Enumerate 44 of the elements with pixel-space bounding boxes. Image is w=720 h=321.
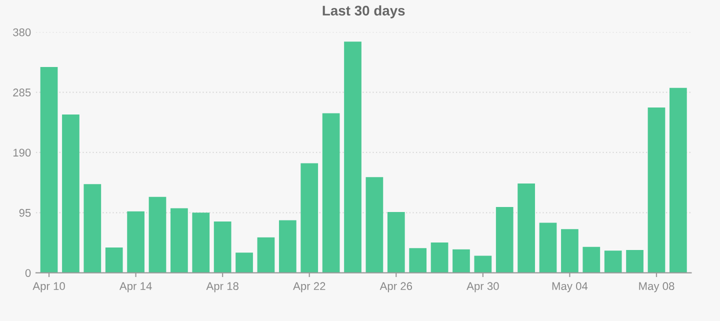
y-tick-label: 285 bbox=[13, 88, 31, 96]
bar bbox=[40, 66, 58, 273]
bar bbox=[561, 229, 578, 273]
x-tick-label: Apr 30 bbox=[466, 282, 499, 292]
bar bbox=[322, 113, 340, 273]
y-tick-label: 380 bbox=[13, 28, 31, 36]
bar bbox=[278, 220, 296, 273]
bar bbox=[582, 246, 600, 273]
bar bbox=[127, 211, 144, 273]
bar bbox=[236, 252, 253, 273]
bar bbox=[366, 177, 384, 273]
bar bbox=[84, 184, 102, 273]
bar bbox=[496, 206, 514, 273]
bar bbox=[604, 250, 622, 273]
x-tick-label: Apr 14 bbox=[119, 282, 152, 292]
x-tick-label: Apr 10 bbox=[32, 282, 65, 292]
bar bbox=[148, 196, 166, 273]
bar bbox=[474, 256, 492, 273]
bar bbox=[300, 163, 318, 273]
bar bbox=[409, 248, 427, 273]
bar bbox=[214, 222, 232, 273]
bar bbox=[62, 114, 80, 273]
x-tick-label: Apr 22 bbox=[293, 282, 326, 292]
bar bbox=[670, 88, 687, 273]
x-tick-label: May 08 bbox=[639, 282, 674, 292]
bar bbox=[648, 107, 666, 273]
y-tick-label: 190 bbox=[13, 148, 31, 157]
bar bbox=[105, 248, 123, 273]
x-tick-label: Apr 18 bbox=[206, 282, 238, 292]
bar bbox=[257, 237, 275, 273]
chart-title: Last 30 days bbox=[322, 5, 405, 18]
bar bbox=[192, 212, 210, 273]
bar bbox=[539, 222, 557, 273]
y-tick-label: 95 bbox=[19, 208, 31, 217]
bar bbox=[452, 249, 470, 273]
bar bbox=[518, 184, 535, 273]
y-tick-label: 0 bbox=[25, 269, 31, 277]
bar bbox=[626, 250, 644, 273]
x-tick-label: Apr 26 bbox=[380, 282, 412, 292]
bar bbox=[430, 242, 448, 273]
bar bbox=[344, 42, 362, 273]
bar bbox=[387, 212, 405, 273]
bar bbox=[170, 208, 188, 273]
x-tick-label: May 04 bbox=[552, 282, 588, 292]
